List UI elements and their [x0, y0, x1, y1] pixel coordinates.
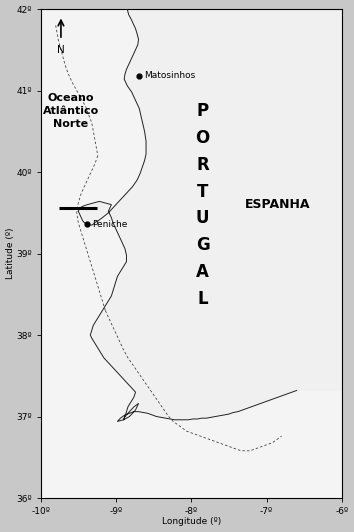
- Text: A: A: [196, 263, 209, 281]
- Text: L: L: [197, 290, 208, 308]
- Text: ESPANHA: ESPANHA: [245, 198, 310, 211]
- Text: O: O: [195, 129, 210, 147]
- X-axis label: Longitude (º): Longitude (º): [162, 518, 221, 527]
- Text: N: N: [57, 45, 65, 55]
- Y-axis label: Latitude (º): Latitude (º): [6, 228, 15, 279]
- Polygon shape: [78, 1, 342, 421]
- Text: Matosinhos: Matosinhos: [144, 71, 195, 80]
- Text: T: T: [197, 182, 208, 201]
- Text: R: R: [196, 156, 209, 174]
- Text: P: P: [196, 102, 209, 120]
- Text: G: G: [196, 236, 210, 254]
- Text: Peniche: Peniche: [92, 220, 127, 229]
- Text: U: U: [196, 210, 209, 228]
- Text: Oceano
Atlântico
Norte: Oceano Atlântico Norte: [42, 93, 99, 129]
